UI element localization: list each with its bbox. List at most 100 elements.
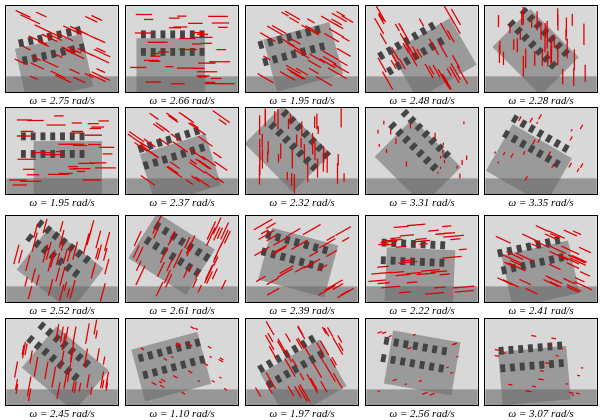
ground xyxy=(485,178,596,194)
feature-line xyxy=(495,355,500,356)
window xyxy=(420,258,425,266)
feature-line xyxy=(378,244,388,245)
feature-line xyxy=(551,338,556,339)
photo-panel xyxy=(484,5,598,93)
caption: ω = 2.22 rad/s xyxy=(365,304,479,318)
window xyxy=(518,345,524,353)
photo-panel xyxy=(365,215,479,303)
window xyxy=(41,150,46,158)
feature-line xyxy=(378,391,380,392)
ground xyxy=(366,389,477,405)
photo-panel xyxy=(5,5,119,93)
photo-panel xyxy=(245,318,359,406)
feature-line xyxy=(532,386,536,387)
feature-line xyxy=(450,239,460,240)
caption: ω = 1.10 rad/s xyxy=(125,407,239,420)
photo-panel xyxy=(125,215,239,303)
window xyxy=(41,132,46,140)
photo-panel xyxy=(5,215,119,303)
feature-line xyxy=(446,367,448,368)
photo-panel xyxy=(245,5,359,93)
caption: ω = 2.45 rad/s xyxy=(5,407,119,420)
window xyxy=(151,48,156,56)
window xyxy=(537,343,543,351)
feature-line xyxy=(540,371,544,372)
caption: ω = 2.56 rad/s xyxy=(365,407,479,420)
window xyxy=(180,30,185,38)
window xyxy=(510,363,516,371)
window xyxy=(170,30,175,38)
feature-line xyxy=(508,384,512,385)
feature-line xyxy=(569,392,573,393)
feature-line xyxy=(419,244,427,245)
ground xyxy=(485,389,596,405)
photo-panel xyxy=(125,318,239,406)
caption: ω = 3.07 rad/s xyxy=(484,407,598,420)
feature-line xyxy=(576,393,580,394)
window xyxy=(21,150,26,158)
photo-panel xyxy=(125,107,239,195)
caption: ω = 2.48 rad/s xyxy=(365,94,479,108)
window xyxy=(519,362,525,370)
caption: ω = 2.28 rad/s xyxy=(484,94,598,108)
window xyxy=(141,30,146,38)
window xyxy=(70,150,75,158)
window xyxy=(508,346,514,354)
caption: ω = 1.97 rad/s xyxy=(245,407,359,420)
ground xyxy=(246,286,357,302)
window xyxy=(31,132,36,140)
photo-panel xyxy=(245,107,359,195)
window xyxy=(558,359,564,367)
feature-line xyxy=(495,350,499,351)
caption: ω = 2.37 rad/s xyxy=(125,196,239,210)
window xyxy=(439,259,444,267)
photo-panel xyxy=(484,107,598,195)
window xyxy=(50,150,55,158)
window xyxy=(170,48,175,56)
photo-panel xyxy=(245,215,359,303)
feature-line xyxy=(531,335,536,336)
window xyxy=(381,256,386,264)
window xyxy=(498,347,504,355)
ground xyxy=(246,178,357,194)
window xyxy=(528,344,534,352)
feature-line xyxy=(442,226,451,227)
ground xyxy=(485,76,596,92)
feature-line xyxy=(405,384,407,385)
ground xyxy=(366,76,477,92)
window xyxy=(390,257,395,265)
window xyxy=(430,258,435,266)
caption: ω = 1.95 rad/s xyxy=(245,94,359,108)
feature-line xyxy=(456,356,458,357)
caption: ω = 2.52 rad/s xyxy=(5,304,119,318)
caption: ω = 2.66 rad/s xyxy=(125,94,239,108)
window xyxy=(190,30,195,38)
caption: ω = 3.31 rad/s xyxy=(365,196,479,210)
window xyxy=(547,342,553,350)
photo-panel xyxy=(365,5,479,93)
ground xyxy=(366,286,477,302)
photo-panel xyxy=(365,107,479,195)
window xyxy=(200,48,205,56)
ground xyxy=(485,286,596,302)
photo-panel xyxy=(125,5,239,93)
window xyxy=(80,150,85,158)
caption: ω = 1.95 rad/s xyxy=(5,196,119,210)
window xyxy=(31,150,36,158)
window xyxy=(430,241,435,249)
caption: ω = 3.35 rad/s xyxy=(484,196,598,210)
window xyxy=(161,30,166,38)
photo-panel xyxy=(5,318,119,406)
photo-panel xyxy=(365,318,479,406)
window xyxy=(529,362,535,370)
window xyxy=(500,364,506,372)
caption: ω = 2.61 rad/s xyxy=(125,304,239,318)
caption: ω = 2.41 rad/s xyxy=(484,304,598,318)
caption: ω = 2.32 rad/s xyxy=(245,196,359,210)
window xyxy=(539,361,545,369)
ground xyxy=(6,389,117,405)
caption: ω = 2.75 rad/s xyxy=(5,94,119,108)
window xyxy=(440,241,445,249)
photo-panel xyxy=(484,318,598,406)
photo-panel xyxy=(484,215,598,303)
